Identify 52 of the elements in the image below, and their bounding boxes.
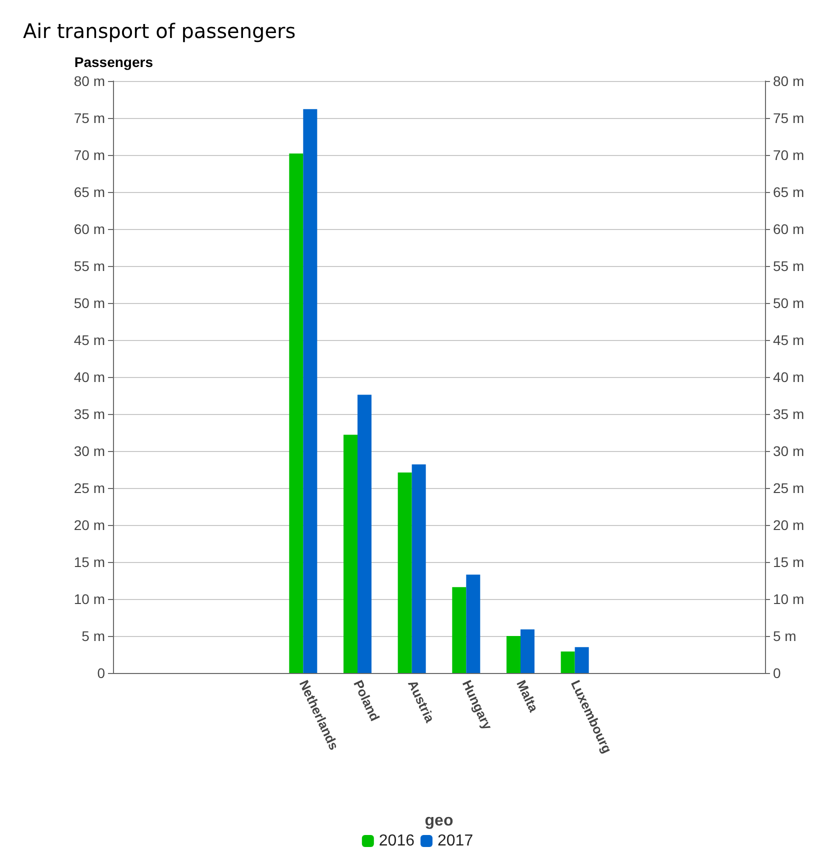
y-tick-label: 75 m xyxy=(74,110,105,126)
y2-tick-label: 25 m xyxy=(773,480,804,496)
y2-tick-label: 0 xyxy=(773,665,781,681)
y-tick-label: 45 m xyxy=(74,332,105,348)
bar xyxy=(289,154,304,673)
x-tick-label: Malta xyxy=(514,678,542,715)
y2-tick-label: 75 m xyxy=(773,110,804,126)
bar xyxy=(303,109,318,673)
bar xyxy=(412,464,426,673)
y-axis-title: Passengers xyxy=(74,54,154,70)
bar xyxy=(344,434,358,673)
y2-tick-label: 20 m xyxy=(773,517,804,533)
y-tick-label: 35 m xyxy=(74,406,105,422)
bar xyxy=(398,472,412,673)
y2-tick-label: 50 m xyxy=(773,295,804,311)
y-tick-label: 20 m xyxy=(74,517,105,533)
chart-title: Air transport of passengers xyxy=(23,19,296,43)
bar xyxy=(466,574,480,673)
y2-tick-label: 30 m xyxy=(773,443,804,459)
y2-tick-label: 55 m xyxy=(773,258,804,274)
bar xyxy=(560,652,575,673)
bar xyxy=(506,636,520,673)
bar xyxy=(452,587,466,673)
y-tick-label: 70 m xyxy=(74,147,105,163)
y2-tick-label: 5 m xyxy=(773,628,796,644)
y-tick-label: 5 m xyxy=(82,628,105,644)
y-tick-label: 0 xyxy=(97,665,106,681)
y2-tick-label: 35 m xyxy=(773,406,804,422)
y2-tick-label: 80 m xyxy=(773,73,804,89)
y-tick-label: 80 m xyxy=(74,73,105,89)
y2-tick-label: 70 m xyxy=(773,147,804,163)
bar xyxy=(358,394,372,673)
y-tick-label: 10 m xyxy=(74,591,105,607)
y2-tick-label: 15 m xyxy=(773,554,804,570)
y-tick-label: 40 m xyxy=(74,369,105,385)
y2-tick-label: 45 m xyxy=(773,332,804,348)
y2-tick-label: 65 m xyxy=(773,184,804,200)
y-tick-label: 65 m xyxy=(74,184,105,200)
y-tick-label: 60 m xyxy=(74,221,105,237)
y2-tick-label: 10 m xyxy=(773,591,804,607)
y2-tick-label: 60 m xyxy=(773,221,804,237)
y-tick-label: 50 m xyxy=(74,295,105,311)
y-tick-label: 15 m xyxy=(74,554,105,570)
y-tick-label: 30 m xyxy=(74,443,105,459)
x-axis-title: geo xyxy=(424,812,454,830)
bar xyxy=(520,629,534,673)
y-tick-label: 55 m xyxy=(74,258,105,274)
bar xyxy=(574,647,589,673)
y-tick-label: 25 m xyxy=(74,480,105,496)
legend-label: 2017 xyxy=(438,832,474,850)
legend-label: 2016 xyxy=(378,832,415,850)
y2-tick-label: 40 m xyxy=(773,369,804,385)
